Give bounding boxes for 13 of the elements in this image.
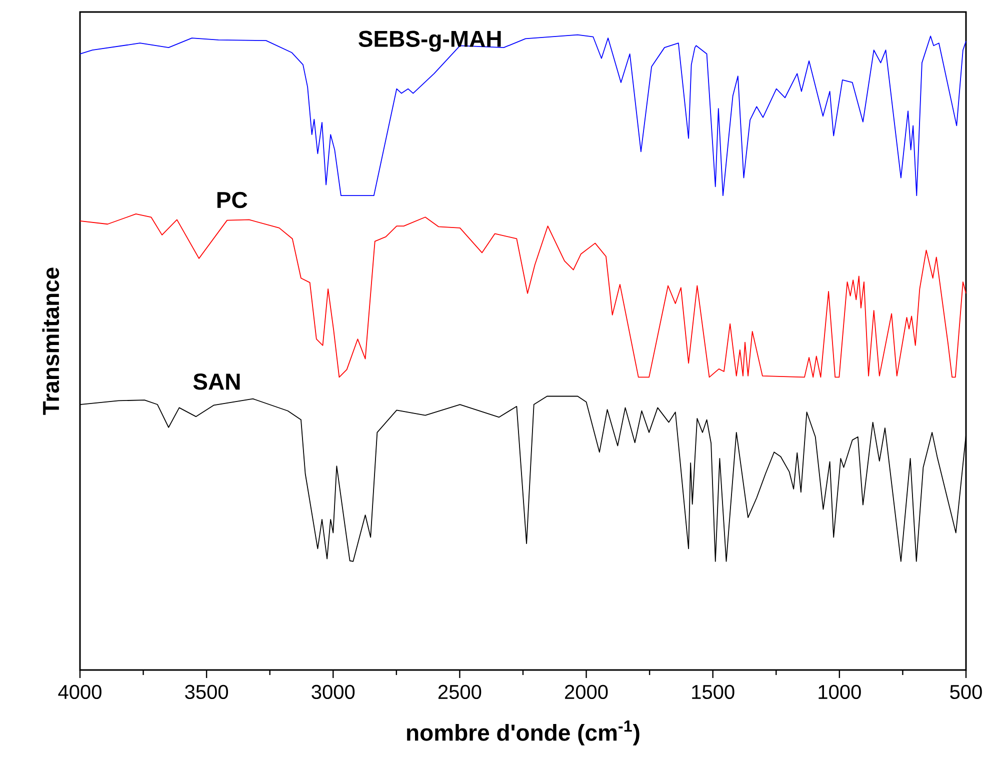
x-tick-label: 500 — [950, 684, 982, 700]
x-tick-label: 1500 — [692, 684, 734, 700]
series-label: PC — [217, 192, 248, 208]
x-tick-label: 3500 — [185, 684, 228, 700]
x-axis-title: nombre d'onde (cm$^{-1}$) — [407, 720, 640, 746]
x-tick-label: 2500 — [438, 684, 482, 700]
series-label: SEBS-g-MAH — [358, 30, 501, 52]
x-tick-label: 1000 — [818, 684, 861, 700]
x-tick-label: 4000 — [58, 684, 102, 700]
x-tick-label: 2000 — [565, 684, 608, 700]
y-axis-title: Transmitance — [42, 268, 60, 415]
x-tick-label: 3000 — [312, 684, 355, 700]
series-label: SAN — [193, 374, 240, 390]
